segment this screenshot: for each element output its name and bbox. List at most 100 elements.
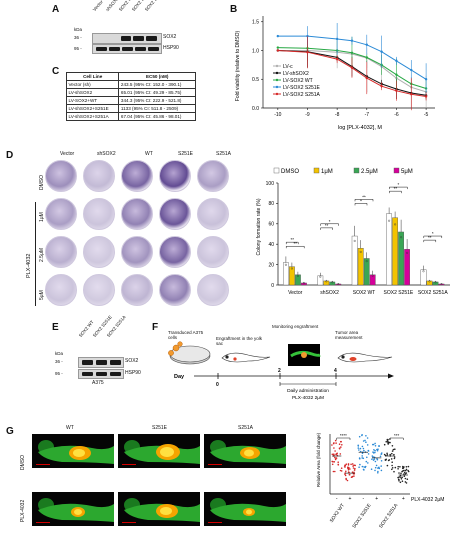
significance-bracket [423,235,443,239]
culture-well [121,236,153,268]
dose-response-chart: Fold viability (relative to DMSO) log [P… [235,16,435,131]
significance-label: ** [293,241,297,246]
data-point [374,469,376,472]
data-point [387,443,389,445]
culture-well [159,160,191,192]
row-label: DMSO [20,455,26,470]
data-point [389,441,391,444]
data-point [348,473,351,476]
data-point [398,478,400,481]
culture-well [83,274,115,306]
column-label: S251E [152,425,168,431]
data-point [353,464,355,466]
data-point [340,440,342,443]
data-point [344,464,347,467]
data-point [405,468,408,471]
data-point [393,456,396,458]
band-label-hsp90: HSP90 [125,370,141,376]
data-point [337,283,340,286]
data-point [296,274,299,277]
significance-label: * [360,198,362,203]
culture-well [121,160,153,192]
data-point [341,444,343,446]
data-point [284,263,287,266]
data-point [334,450,336,452]
data-point [395,89,398,92]
data-point [331,463,334,466]
data-point [361,434,363,436]
x-tick-label: SOX2 WT [329,503,346,524]
data-point [365,56,368,59]
data-point [388,459,391,461]
data-point [371,458,373,460]
data-point [333,447,335,449]
legend-marker [275,71,279,75]
table-cell: 1133 (95% CI: 511.8 - 2509) [118,104,196,113]
y-tick-label: 40 [268,242,274,248]
table-cell: 243.5 (95% CI: 152.0 - 390.1) [118,80,196,89]
bar [289,266,295,286]
legend-marker [275,64,279,68]
data-point [394,223,397,226]
table-cell: LV-shSOX2 [65,88,120,97]
significance-label: * [398,182,400,187]
significance-label: **** [340,433,347,438]
data-point [397,476,399,479]
data-point [359,463,361,466]
y-tick-label: 1.5 [252,20,259,26]
western-blot-hsp90 [92,44,162,54]
marker-label: 95 - [74,46,82,51]
data-point [365,43,368,46]
legend-swatch [393,167,400,174]
y-tick-label: 0.0 [252,106,259,112]
data-point [395,59,398,63]
data-point [391,464,393,467]
bar [398,231,404,286]
data-point [333,454,335,456]
table-header: EC50 (nM) [118,72,196,81]
culture-well [83,160,115,192]
y-tick-label: 20 [268,262,274,268]
marker-label: 95 - [55,371,63,376]
data-point [399,476,402,478]
legend-marker [275,92,279,96]
data-point [335,57,339,61]
bar [323,280,330,286]
x-tick-label: -7 [365,112,370,118]
data-point [332,470,335,473]
data-point [405,466,408,468]
data-point [337,463,339,466]
data-point [345,470,347,473]
data-point [391,450,394,452]
data-point [371,274,374,277]
fluorescent-larva-image [118,492,200,526]
data-point [398,476,401,478]
data-point [352,467,355,469]
day-tick: 0 [216,382,219,388]
data-point [372,451,374,453]
data-point [345,477,347,480]
zebrafish-larva-icon [221,352,271,363]
x-tick-label: -10 [274,112,281,118]
data-point [332,442,335,445]
band-label-sox2: SOX2 [125,358,139,364]
culture-well [45,198,77,230]
data-point [403,475,406,477]
data-point [389,453,391,456]
data-point [400,478,403,480]
data-point [397,465,399,468]
dose-label: PLX-4032 2μM [292,395,324,401]
bar [404,249,410,286]
data-point [405,472,408,474]
pm-label: + [375,496,378,502]
data-point [276,46,280,49]
bar [317,275,324,286]
data-point [367,453,370,455]
pm-label: + [402,496,405,502]
bar [432,281,439,286]
culture-well [45,274,77,306]
day-label: Day [174,374,185,380]
data-point [366,444,369,446]
data-point [364,439,366,442]
data-point [380,50,383,53]
